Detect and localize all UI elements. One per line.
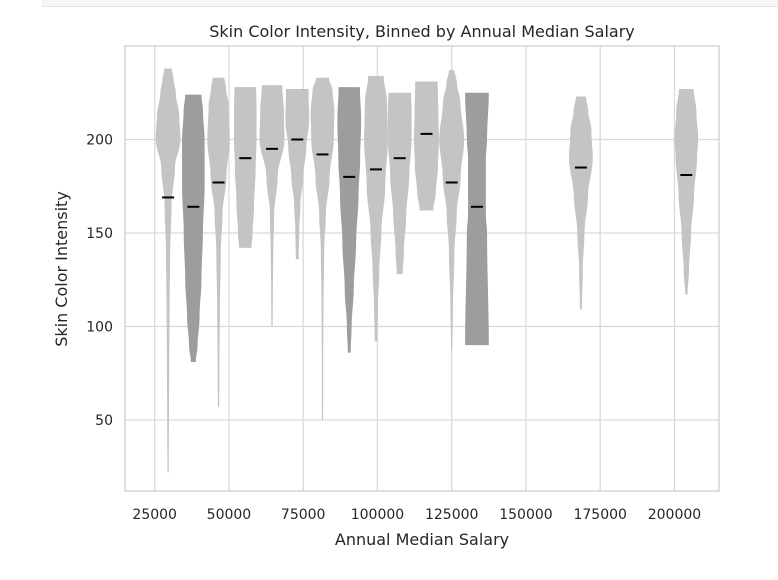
violin-body: [439, 70, 465, 349]
x-axis-label: Annual Median Salary: [335, 530, 509, 549]
x-tick-label: 150000: [499, 507, 552, 523]
x-tick-label: 25000: [132, 507, 177, 523]
y-tick-label: 50: [95, 413, 113, 429]
x-tick-label: 200000: [648, 507, 701, 523]
chart-title: Skin Color Intensity, Binned by Annual M…: [209, 22, 635, 41]
violin-body: [207, 77, 230, 407]
y-tick-label: 200: [86, 132, 113, 148]
x-tick-label: 75000: [281, 507, 326, 523]
y-axis-label: Skin Color Intensity: [52, 191, 71, 347]
violin-body: [259, 85, 285, 327]
x-tick-label: 50000: [207, 507, 252, 523]
tick-layer: 25000 50000 75000 100000 125000 150000 175000 2…: [86, 132, 701, 523]
x-tick-label: 175000: [573, 507, 626, 523]
violin-body: [465, 92, 489, 346]
violin-body: [310, 77, 335, 420]
violin-body: [674, 89, 699, 295]
violin-body: [182, 94, 205, 362]
violin-body: [569, 96, 593, 310]
y-tick-label: 150: [86, 226, 113, 242]
violin-body: [155, 68, 181, 473]
violin-layer: [155, 68, 699, 473]
x-tick-label: 125000: [425, 507, 478, 523]
violin-body: [337, 87, 362, 353]
violin-body: [285, 89, 310, 260]
top-strip: [42, 0, 778, 7]
y-tick-label: 100: [86, 319, 113, 335]
violin-body: [364, 75, 388, 342]
violin-body: [413, 81, 439, 211]
plot-frame: [124, 45, 720, 492]
violin-body: [387, 92, 412, 275]
violin-body: [234, 87, 257, 248]
x-tick-label: 100000: [351, 507, 404, 523]
